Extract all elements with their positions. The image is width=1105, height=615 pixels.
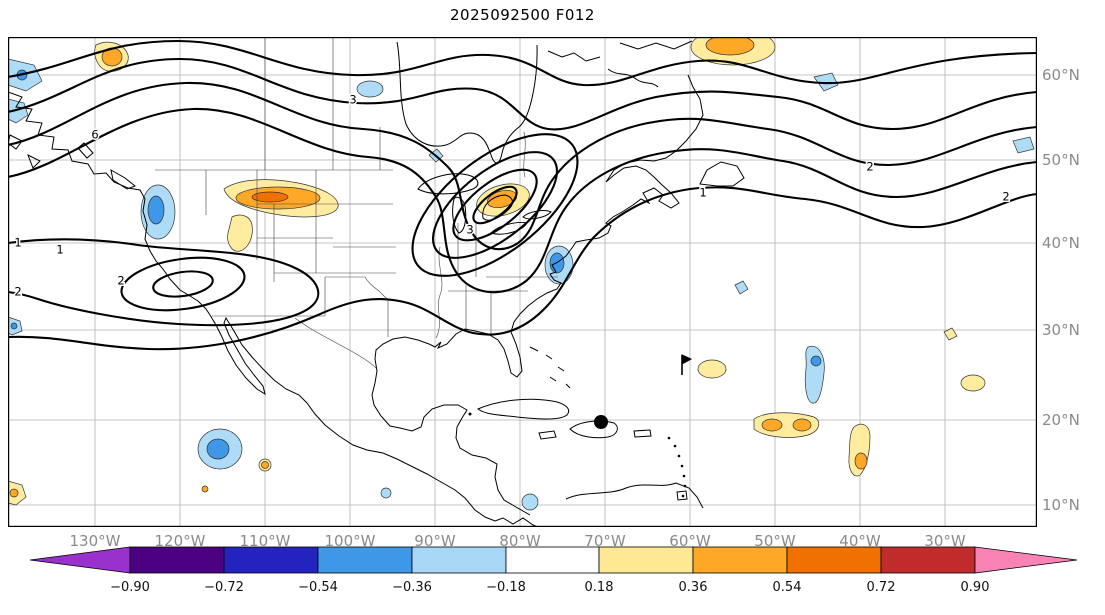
graticule-grid [8,37,1037,527]
lat-tick-label: 30°N [1042,321,1080,339]
colorbar-tick-label: 0.90 [960,580,990,595]
colorbar-segment [317,546,413,574]
lon-tick-label: 110°W [239,532,291,550]
contour-label: 2 [866,160,873,174]
contour-label: 3 [466,223,473,237]
lon-tick-label: 70°W [584,532,626,550]
colorbar-segment [880,546,976,574]
colorbar-segment [692,546,788,574]
colorbar-tick-label: −0.90 [110,580,150,595]
contour-label: 1 [56,243,63,257]
lon-tick-label: 50°W [754,532,796,550]
contour-label: 3 [349,93,356,107]
contour-label: 2 [1002,190,1009,204]
plot-frame [8,37,1037,527]
contour-lines [8,39,1037,351]
lon-tick-label: 130°W [69,532,121,550]
lat-tick-label: 40°N [1042,234,1080,252]
lat-tick-label: 10°N [1042,496,1080,514]
trough-closed-contours [411,133,579,277]
contour-label: 2 [14,285,21,299]
colorbar-tick-label: −0.54 [298,580,338,595]
contour-label: 1 [14,236,21,250]
lon-tick-label: 80°W [499,532,541,550]
colorbar-segment [129,546,225,574]
coastlines [8,40,745,527]
state-borders [155,37,558,369]
wind-barb-marker [681,354,693,375]
lon-tick-label: 100°W [324,532,376,550]
lon-tick-label: 30°W [924,532,966,550]
lon-tick-label: 120°W [154,532,206,550]
figure-title: 2025092500 F012 [450,6,595,24]
map-point-marker [594,415,608,429]
colorbar-segment [223,546,319,574]
colorbar-extend-arrow-left [29,546,131,574]
map-canvas: 6 3 1 2 1 2 3 1 2 2 [8,37,1037,527]
colorbar-tick-label: −0.36 [392,580,432,595]
contour-label: 2 [117,274,124,288]
lat-tick-label: 20°N [1042,411,1080,429]
lon-tick-label: 60°W [669,532,711,550]
colorbar-tick-label: 0.72 [866,580,896,595]
colorbar-segment [598,546,694,574]
lat-tick-label: 50°N [1042,151,1080,169]
contour-label: 6 [91,128,98,142]
colorbar-tick-label: 0.18 [584,580,614,595]
contour-label: 1 [699,186,706,200]
colorbar-extend-arrow-right [974,546,1078,574]
colorbar [29,546,1078,574]
colorbar-segment [505,546,600,574]
colorbar-segment [411,546,507,574]
anomaly-shading [8,37,1035,511]
colorbar-tick-label: −0.72 [204,580,244,595]
lon-tick-label: 40°W [839,532,881,550]
colorbar-segment [786,546,882,574]
lon-tick-label: 90°W [414,532,456,550]
colorbar-tick-label: 0.54 [772,580,802,595]
map-plot: 6 3 1 2 1 2 3 1 2 2 [8,37,1037,527]
colorbar-tick-label: 0.36 [678,580,708,595]
positive-anomaly-shading [8,37,986,506]
lat-tick-label: 60°N [1042,66,1080,84]
contour-labels: 6 3 1 2 1 2 3 1 2 2 [13,91,1011,300]
colorbar-tick-label: −0.18 [486,580,526,595]
